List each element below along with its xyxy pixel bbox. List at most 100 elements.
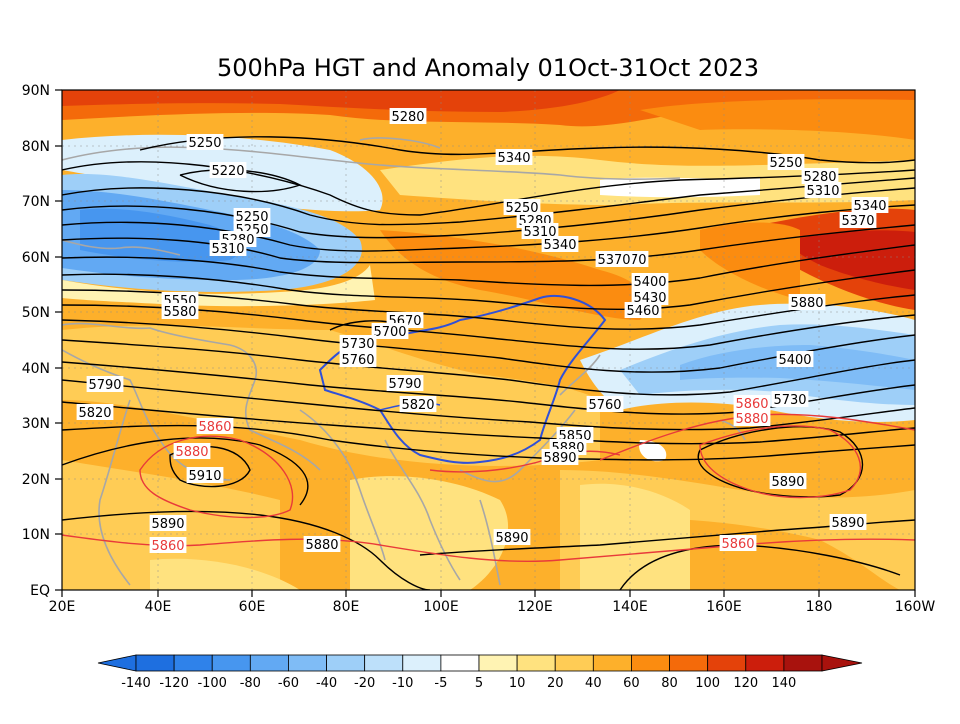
contour-label-bg (631, 289, 669, 305)
colorbar-arrow-left (97, 654, 137, 672)
contour-label-bg (386, 375, 424, 391)
contour-label: 5340 (543, 238, 576, 253)
colorbar-swatch (707, 654, 747, 672)
contour-label-bg (776, 351, 814, 367)
height-contour-line (62, 401, 915, 445)
contour-label: 5700 (373, 325, 406, 340)
colorbar-swatch (478, 654, 518, 672)
contour-label: 5910 (188, 469, 221, 484)
contour-label-bg (209, 162, 247, 178)
contour-label: 5400 (633, 275, 666, 290)
lon-label: 40E (145, 599, 172, 615)
contour-label: 5820 (401, 398, 434, 413)
colorbar-swatch (364, 654, 404, 672)
contour-label-bg (541, 236, 579, 252)
height-contour-line (62, 244, 915, 287)
contour-label: 5820 (78, 406, 111, 421)
colorbar-label: 10 (509, 676, 526, 691)
colorbar-label: 80 (661, 676, 678, 691)
contour-label: 5400 (778, 353, 811, 368)
contour-label: 5890 (831, 516, 864, 531)
colorbar-label: -20 (354, 676, 375, 691)
contour-label-bg (788, 294, 826, 310)
colorbar-swatch (326, 654, 366, 672)
contour-label-bg (839, 212, 877, 228)
contour-label: 5310 (211, 242, 244, 257)
contour-label-bg (339, 335, 377, 351)
contour-label-bg (829, 514, 867, 530)
contour-label-bg (495, 149, 533, 165)
contour-label-bg (186, 467, 224, 483)
height-contour-line (62, 187, 915, 239)
contour-label: 5880 (735, 412, 768, 427)
contour-label: 5860 (735, 397, 768, 412)
colorbar-swatch (783, 654, 823, 672)
colorbar-swatch (211, 654, 251, 672)
contour-label: 5340 (497, 151, 530, 166)
contour-label-bg (399, 396, 437, 412)
contour-label-bg (339, 351, 377, 367)
colorbar-label: 60 (623, 676, 640, 691)
lat-label: 80N (22, 139, 50, 155)
contour-label-bg (209, 240, 247, 256)
height-contour-line (62, 379, 915, 431)
colorbar-arrow-right (821, 654, 863, 672)
contour-label-bg (493, 529, 531, 545)
lon-label: 60E (239, 599, 266, 615)
contour-label-bg (733, 395, 771, 411)
colorbar-swatch (592, 654, 632, 672)
lon-label: 180 (806, 599, 833, 615)
contour-label-bg (719, 535, 757, 551)
contour-label-bg (631, 273, 669, 289)
colorbar-label: 40 (585, 676, 602, 691)
colorbar-label: 5 (475, 676, 483, 691)
height-contours (62, 136, 915, 590)
contour-label: 5250 (769, 156, 802, 171)
contour-label: 5250 (188, 136, 221, 151)
contour-label: 5460 (626, 304, 659, 319)
contour-label-bg (196, 418, 234, 434)
contour-label-bg (76, 404, 114, 420)
contour-label: 5860 (151, 539, 184, 554)
colorbar-label: 140 (771, 676, 796, 691)
contour-label-bg (233, 208, 271, 224)
contour-label-bg (541, 449, 579, 465)
contour-label: 5280 (803, 170, 836, 185)
height-contour-line (62, 204, 915, 252)
contour-label: 5580 (163, 305, 196, 320)
contour-label: 5880 (175, 445, 208, 460)
colorbar-label: 100 (695, 676, 720, 691)
lon-label: 120E (517, 599, 553, 615)
contour-label: 5790 (388, 377, 421, 392)
lat-label: 50N (22, 305, 50, 321)
plot-frame (61, 89, 916, 591)
contour-label-bg (521, 223, 559, 239)
contour-label-bg (851, 197, 889, 213)
colorbar-swatch (249, 654, 289, 672)
contour-label: 5860 (198, 420, 231, 435)
colorbar-swatch (516, 654, 556, 672)
height-contour-line (62, 289, 915, 330)
height-contour-line (139, 136, 915, 164)
lat-label: 40N (22, 361, 50, 377)
colorbar: -140 -120 -100 -80 -60 -40 -20 -10 -5 5 10 20 40 60 80… (97, 654, 863, 691)
colorbar-label: -60 (278, 676, 299, 691)
latitude-axis: 90N 80N 70N 60N 50N 40N 30N 20N 10N EQ (22, 83, 62, 599)
colorbar-swatch (745, 654, 785, 672)
height-contour-line (62, 304, 915, 350)
lat-label: 90N (22, 83, 50, 99)
lat-label: 60N (22, 250, 50, 266)
contour-label-bg (161, 303, 199, 319)
colorbar-label: 20 (547, 676, 564, 691)
contour-label-bg (769, 473, 807, 489)
colorbar-label: -40 (316, 676, 337, 691)
contour-label-bg (595, 251, 633, 267)
height-contour-line (62, 510, 431, 590)
lon-label: 100E (423, 599, 459, 615)
contour-label-bg (804, 182, 842, 198)
height-contour-line (169, 445, 251, 488)
contour-label-bg (771, 391, 809, 407)
contour-label: 5890 (495, 531, 528, 546)
